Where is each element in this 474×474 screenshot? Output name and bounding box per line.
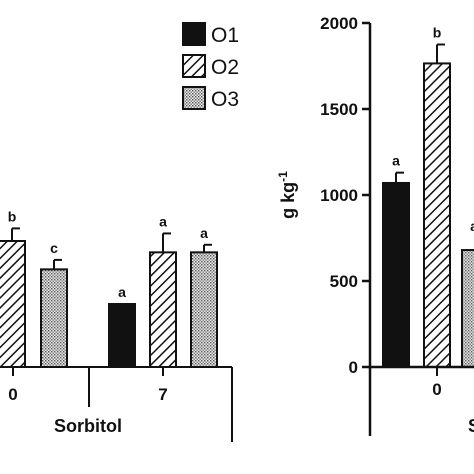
significance-letter: a — [200, 225, 208, 241]
legend-swatch-O2 — [182, 54, 206, 78]
bar-O1-0 — [382, 181, 410, 368]
x-tick-label: 0 — [8, 385, 17, 404]
y-tick-label: 2000 — [320, 14, 358, 33]
bar-O3-7 — [190, 251, 218, 368]
y-tick-label: 0 — [349, 358, 358, 377]
bar-O1-7 — [108, 303, 136, 368]
x-tick-label: 7 — [158, 385, 167, 404]
significance-letter: a — [118, 284, 126, 300]
y-tick-label: 1500 — [320, 100, 358, 119]
right-panel: a b a 0 500 1000 1500 2000 0 Sg kg-1 — [276, 14, 474, 436]
significance-letter: b — [8, 208, 17, 224]
x-axis-title: S — [468, 416, 474, 436]
legend-label-O3: O3 — [211, 88, 239, 111]
significance-letter: c — [50, 240, 58, 256]
x-axis-title: Sorbitol — [54, 416, 122, 436]
bar-O2-7 — [149, 251, 177, 368]
bar-O2-0 — [0, 240, 26, 368]
bar-O3-0 — [461, 249, 474, 368]
bar-O3-0 — [40, 268, 68, 369]
legend-swatch-O1 — [182, 22, 206, 46]
x-tick-label: 0 — [432, 380, 441, 399]
legend: O1 O2 O3 — [182, 22, 239, 111]
y-tick-label: 500 — [330, 272, 358, 291]
significance-letter: b — [433, 25, 442, 41]
significance-letter-partial: a — [470, 218, 474, 234]
bar-O2-0 — [423, 62, 451, 368]
y-axis-title: g kg-1 — [276, 171, 298, 219]
legend-swatch-O3 — [182, 86, 206, 110]
legend-label-O1: O1 — [211, 24, 239, 47]
legend-label-O2: O2 — [211, 56, 239, 79]
significance-letter: a — [392, 153, 400, 169]
y-tick-label: 1000 — [320, 186, 358, 205]
left-panel: a b a c a 0 7 Sorbitol — [0, 208, 233, 442]
significance-letter: a — [159, 213, 167, 229]
